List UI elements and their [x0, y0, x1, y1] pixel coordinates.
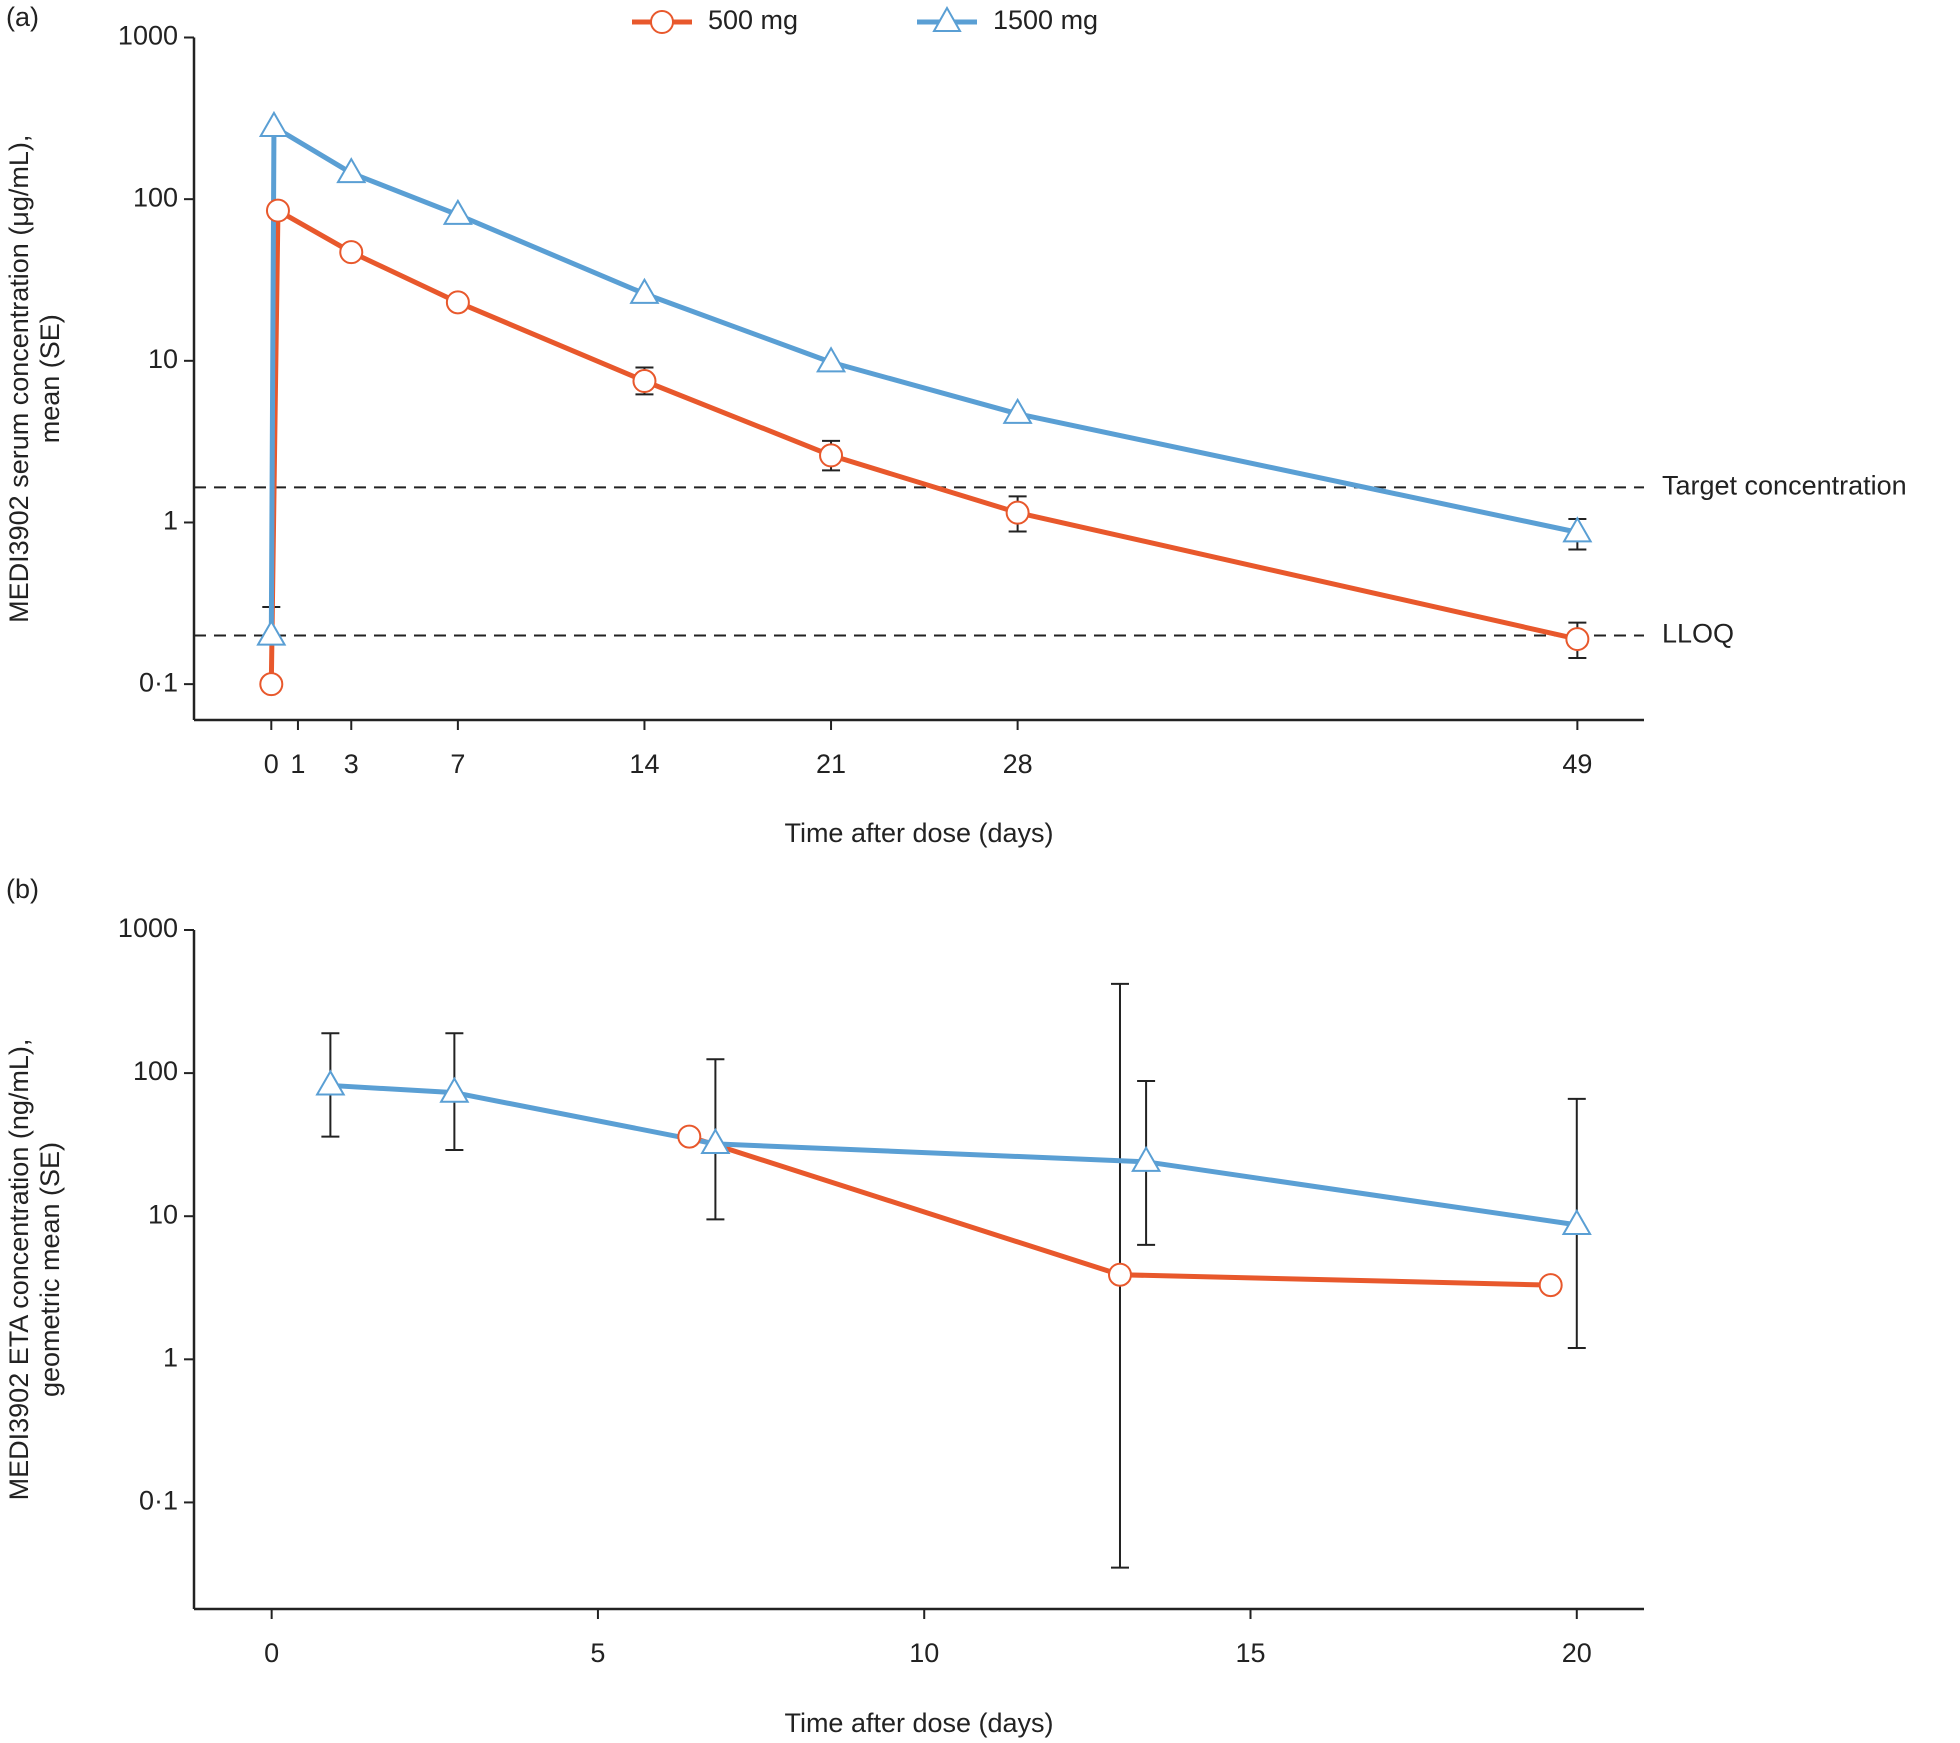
legend-label: 500 mg: [708, 5, 798, 35]
y-axis-title: MEDI3902 ETA concentration (ng/mL),: [4, 1039, 34, 1501]
x-tick-label: 1: [290, 749, 305, 779]
circle-marker: [819, 443, 844, 468]
y-tick-label: 100: [133, 1056, 178, 1086]
y-tick-label: 1: [163, 1342, 178, 1372]
x-tick-label: 5: [590, 1638, 605, 1668]
x-tick-label: 15: [1235, 1638, 1265, 1668]
y-axis-title: geometric mean (SE): [35, 1142, 65, 1397]
circle-marker: [259, 672, 284, 697]
triangle-marker: [816, 346, 847, 373]
y-tick-label: 10: [148, 344, 178, 374]
legend-marker: [650, 10, 674, 34]
circle-marker: [445, 290, 470, 315]
reference-label: LLOQ: [1662, 619, 1734, 649]
triangle-marker: [315, 1069, 346, 1096]
y-tick-label: 1: [163, 506, 178, 536]
triangle-marker: [1131, 1145, 1162, 1172]
x-tick-label: 49: [1562, 749, 1592, 779]
y-tick-label: 10: [148, 1199, 178, 1229]
series-line: [268, 208, 1578, 685]
y-axis-title: mean (SE): [35, 314, 65, 443]
triangle-marker: [629, 277, 660, 304]
x-tick-label: 28: [1003, 749, 1033, 779]
circle-marker: [677, 1124, 702, 1149]
circle-marker: [1565, 627, 1590, 652]
legend-label: 1500 mg: [993, 5, 1098, 35]
x-tick-label: 20: [1562, 1638, 1592, 1668]
triangle-marker: [1561, 1208, 1592, 1235]
x-tick-label: 10: [909, 1638, 939, 1668]
reference-label: Target concentration: [1662, 470, 1907, 500]
panel-label: (b): [6, 874, 39, 904]
triangle-marker: [442, 198, 473, 225]
circle-marker: [1107, 1262, 1132, 1287]
y-tick-label: 1000: [118, 913, 178, 943]
circle-marker: [1005, 500, 1030, 525]
x-tick-label: 3: [344, 749, 359, 779]
x-axis-title: Time after dose (days): [784, 1708, 1053, 1738]
x-tick-label: 21: [816, 749, 846, 779]
triangle-marker: [700, 1127, 731, 1155]
circle-marker: [1538, 1273, 1563, 1298]
series-line: [268, 124, 1578, 636]
triangle-marker: [439, 1076, 470, 1103]
y-tick-label: 100: [133, 182, 178, 212]
x-tick-label: 14: [629, 749, 659, 779]
x-tick-label: 0: [264, 749, 279, 779]
triangle-marker: [1002, 397, 1033, 424]
circle-marker: [339, 240, 364, 265]
triangle-marker: [1562, 516, 1593, 543]
y-tick-label: 0·1: [139, 667, 178, 697]
triangle-marker: [336, 157, 367, 184]
x-axis-title: Time after dose (days): [784, 818, 1053, 848]
circle-marker: [632, 369, 657, 394]
triangle-marker: [256, 619, 287, 646]
series-line: [330, 1082, 1578, 1228]
x-tick-label: 7: [450, 749, 465, 779]
y-tick-label: 1000: [118, 21, 178, 51]
triangle-marker: [258, 110, 289, 137]
legend-marker: [932, 5, 962, 32]
y-axis-title: MEDI3902 serum concentration (μg/mL),: [4, 135, 34, 623]
x-tick-label: 0: [264, 1638, 279, 1668]
panel-label: (a): [6, 2, 39, 32]
y-tick-label: 0·1: [139, 1486, 178, 1516]
circle-marker: [265, 198, 290, 223]
